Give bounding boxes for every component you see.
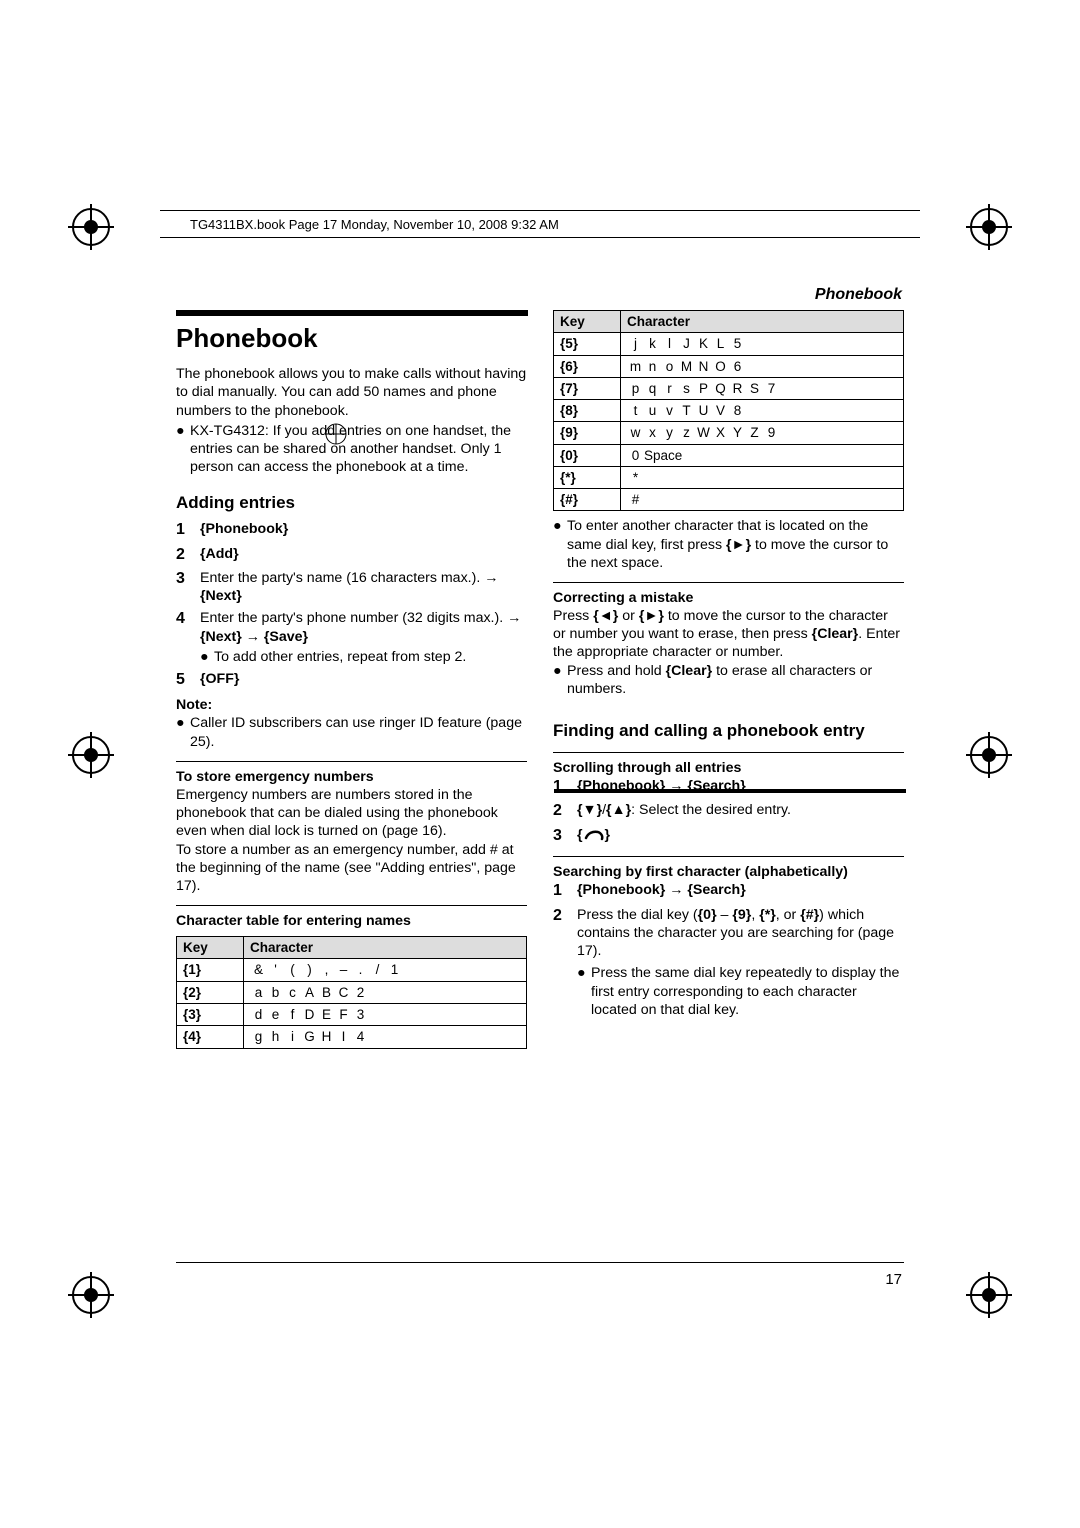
emergency-body: Emergency numbers are numbers stored in …	[176, 786, 527, 895]
key-cell: {*}	[554, 466, 621, 488]
char-table-1: KeyCharacter {1}&'(),–./1{2}abcABC2{3}de…	[176, 936, 527, 1048]
col2-bullet: To enter another character that is locat…	[567, 517, 904, 572]
step-number: 1	[176, 520, 200, 540]
correcting-heading: Correcting a mistake	[553, 589, 904, 607]
key-cell: {6}	[554, 355, 621, 377]
note-label: Note:	[176, 696, 527, 714]
step-5: {OFF}	[200, 670, 239, 690]
finding-heading: Finding and calling a phonebook entry	[553, 720, 904, 742]
key-cell: {1}	[177, 959, 244, 981]
char-table-2: KeyCharacter {5}jklJKL5{6}mnoMNO6{7}pqrs…	[553, 310, 904, 511]
key-cell: {3}	[177, 1004, 244, 1026]
footer-rule	[176, 1262, 904, 1263]
char-cell: pqrsPQRS7	[621, 377, 904, 399]
page-header: TG4311BX.book Page 17 Monday, November 1…	[160, 210, 920, 238]
header-text: TG4311BX.book Page 17 Monday, November 1…	[190, 217, 559, 232]
emergency-heading: To store emergency numbers	[176, 768, 527, 786]
char-cell: tuvTUV8	[621, 400, 904, 422]
talk-icon	[583, 828, 605, 842]
reg-mark	[68, 1272, 114, 1318]
step-number: 4	[176, 609, 200, 666]
note-bullet: Caller ID subscribers can use ringer ID …	[190, 714, 527, 750]
bullet-icon: ●	[176, 422, 190, 477]
reg-mark	[68, 204, 114, 250]
key-cell: {4}	[177, 1026, 244, 1048]
key-cell: {2}	[177, 981, 244, 1003]
right-column: KeyCharacter {5}jklJKL5{6}mnoMNO6{7}pqrs…	[553, 310, 904, 1049]
char-cell: defDEF3	[244, 1004, 527, 1026]
search-2: Press the dial key ({0} – {9}, {*}, or {…	[577, 906, 904, 961]
reg-mark	[966, 1272, 1012, 1318]
key-cell: {5}	[554, 333, 621, 355]
step-4: Enter the party's phone number (32 digit…	[200, 609, 527, 666]
key-cell: {#}	[554, 489, 621, 511]
reg-mark	[966, 204, 1012, 250]
step-number: 2	[176, 545, 200, 565]
key-cell: {0}	[554, 444, 621, 466]
correcting-body: Press {◄} or {►} to move the cursor to t…	[553, 607, 904, 662]
step-3: Enter the party's name (16 characters ma…	[200, 569, 527, 605]
key-cell: {8}	[554, 400, 621, 422]
reg-mark	[966, 732, 1012, 778]
char-cell: #	[621, 489, 904, 511]
char-cell: ghiGHI4	[244, 1026, 527, 1048]
char-cell: abcABC2	[244, 981, 527, 1003]
char-cell: wxyzWXYZ9	[621, 422, 904, 444]
char-cell: mnoMNO6	[621, 355, 904, 377]
search-1: {Phonebook} → {Search}	[577, 881, 746, 901]
page-title: Phonebook	[176, 322, 527, 355]
page-number: 17	[885, 1271, 902, 1288]
left-column: Phonebook The phonebook allows you to ma…	[176, 310, 527, 1049]
search-heading: Searching by first character (alphabetic…	[553, 863, 904, 881]
char-cell: 0Space	[621, 444, 904, 466]
step-number: 3	[176, 569, 200, 605]
scroll-1: {Phonebook} → {Search}	[577, 777, 746, 797]
char-cell: jklJKL5	[621, 333, 904, 355]
key-cell: {9}	[554, 422, 621, 444]
step-number: 5	[176, 670, 200, 690]
adding-heading: Adding entries	[176, 492, 527, 514]
reg-mark	[68, 732, 114, 778]
search-2-bullet: Press the same dial key repeatedly to di…	[591, 964, 904, 1019]
key-cell: {7}	[554, 377, 621, 399]
section-label: Phonebook	[815, 286, 902, 304]
step-2: {Add}	[200, 545, 239, 565]
char-cell: *	[621, 466, 904, 488]
chartable-heading: Character table for entering names	[176, 912, 527, 930]
scroll-3: {}	[577, 826, 610, 846]
step-1: {Phonebook}	[200, 520, 288, 540]
scroll-heading: Scrolling through all entries	[553, 759, 904, 777]
char-cell: &'(),–./1	[244, 959, 527, 981]
intro-bullet: KX-TG4312: If you add entries on one han…	[190, 422, 527, 477]
correcting-bullet: Press and hold {Clear} to erase all char…	[567, 662, 904, 698]
scroll-2: {▼}/{▲}: Select the desired entry.	[577, 801, 791, 821]
intro-text: The phonebook allows you to make calls w…	[176, 365, 527, 420]
